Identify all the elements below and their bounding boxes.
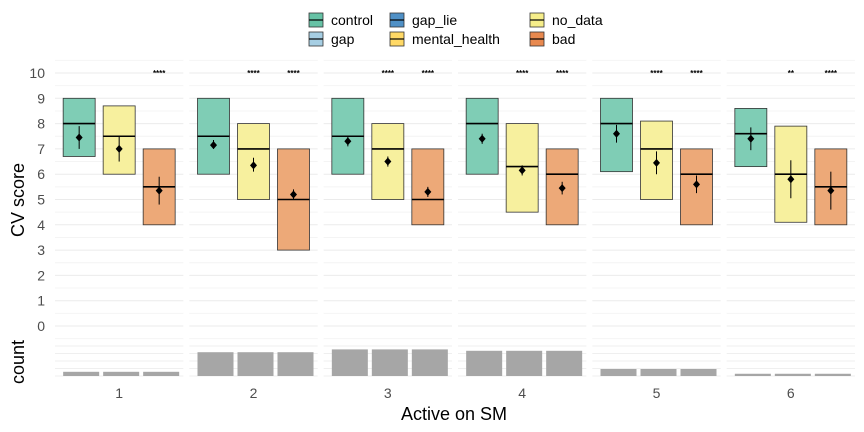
y-tick-label: 0 — [37, 318, 45, 334]
x-tick-label: 2 — [250, 385, 258, 401]
significance-label: **** — [247, 69, 260, 78]
x-axis-title: Active on SM — [401, 404, 507, 424]
mean-point — [75, 133, 83, 142]
mean-point — [787, 175, 795, 184]
legend-label: mental_health — [412, 31, 500, 47]
legend-label: control — [331, 12, 373, 28]
mean-point — [827, 186, 835, 195]
count-bar — [371, 349, 408, 376]
significance-label: **** — [422, 69, 435, 78]
mean-point — [250, 161, 257, 170]
count-bar — [197, 352, 234, 376]
count-bar — [63, 371, 100, 376]
mean-point — [344, 137, 352, 146]
mean-point — [424, 187, 432, 196]
significance-label: **** — [153, 69, 166, 78]
box-marks: **** **** **** **** **** **** **** **** **** ** **… — [62, 69, 848, 251]
legend-label: gap — [331, 31, 355, 47]
significance-label: **** — [650, 69, 663, 78]
count-bar — [600, 369, 637, 376]
y-tick-label: 2 — [37, 267, 45, 283]
count-bar — [277, 352, 314, 376]
count-bar — [237, 352, 274, 376]
legend-label: no_data — [552, 12, 603, 28]
mean-point — [115, 144, 123, 153]
x-tick-label: 5 — [653, 385, 661, 401]
count-bar — [411, 349, 448, 376]
count-bar — [774, 373, 811, 376]
count-bar — [506, 350, 543, 376]
count-bar — [734, 373, 771, 376]
mean-point — [210, 141, 217, 150]
y-tick-label: 6 — [37, 166, 45, 182]
mean-point — [384, 157, 392, 166]
y-tick-label: 3 — [37, 242, 45, 258]
box — [237, 123, 270, 200]
y-tick-label: 10 — [29, 65, 45, 81]
y-tick-label: 9 — [37, 90, 45, 106]
box — [411, 148, 445, 226]
count-bar — [546, 350, 583, 376]
mean-point — [478, 134, 486, 143]
significance-label: **** — [556, 69, 569, 78]
significance-label: **** — [516, 69, 529, 78]
x-tick-label: 3 — [384, 385, 392, 401]
significance-label: **** — [382, 69, 395, 78]
legend-label: gap_lie — [412, 12, 457, 28]
count-bar — [814, 373, 851, 376]
count-bar — [466, 350, 503, 376]
y-tick-label: 7 — [37, 141, 45, 157]
y-tick-label: 8 — [37, 116, 45, 132]
mean-point — [653, 158, 660, 167]
y-axis-title: CV score — [8, 163, 28, 237]
count-bar — [680, 369, 717, 376]
legend-label: bad — [552, 31, 575, 47]
y-tick-label: 4 — [37, 217, 45, 233]
count-bar — [640, 369, 677, 376]
x-tick-label: 1 — [115, 385, 123, 401]
mean-point — [558, 184, 566, 193]
mean-point — [518, 166, 526, 175]
mean-point — [290, 190, 297, 199]
mean-point — [613, 129, 620, 138]
mean-point — [747, 134, 755, 143]
significance-label: **** — [690, 69, 703, 78]
x-tick-label: 4 — [518, 385, 526, 401]
count-bar — [103, 371, 140, 376]
y-tick-label: 5 — [37, 192, 45, 208]
significance-label: **** — [287, 69, 300, 78]
significance-label: **** — [825, 69, 838, 78]
x-tick-label: 6 — [787, 385, 795, 401]
count-axis-title: count — [8, 340, 28, 384]
count-bars — [63, 349, 851, 376]
mean-point — [693, 180, 700, 189]
axis-labels: 0 1 2 3 4 5 6 7 8 9 10 1 2 3 4 5 6 — [29, 65, 795, 401]
count-bar — [331, 349, 368, 376]
mean-point — [155, 186, 163, 195]
count-bar — [143, 371, 180, 376]
significance-label: ** — [788, 69, 795, 78]
y-tick-label: 1 — [37, 293, 45, 309]
